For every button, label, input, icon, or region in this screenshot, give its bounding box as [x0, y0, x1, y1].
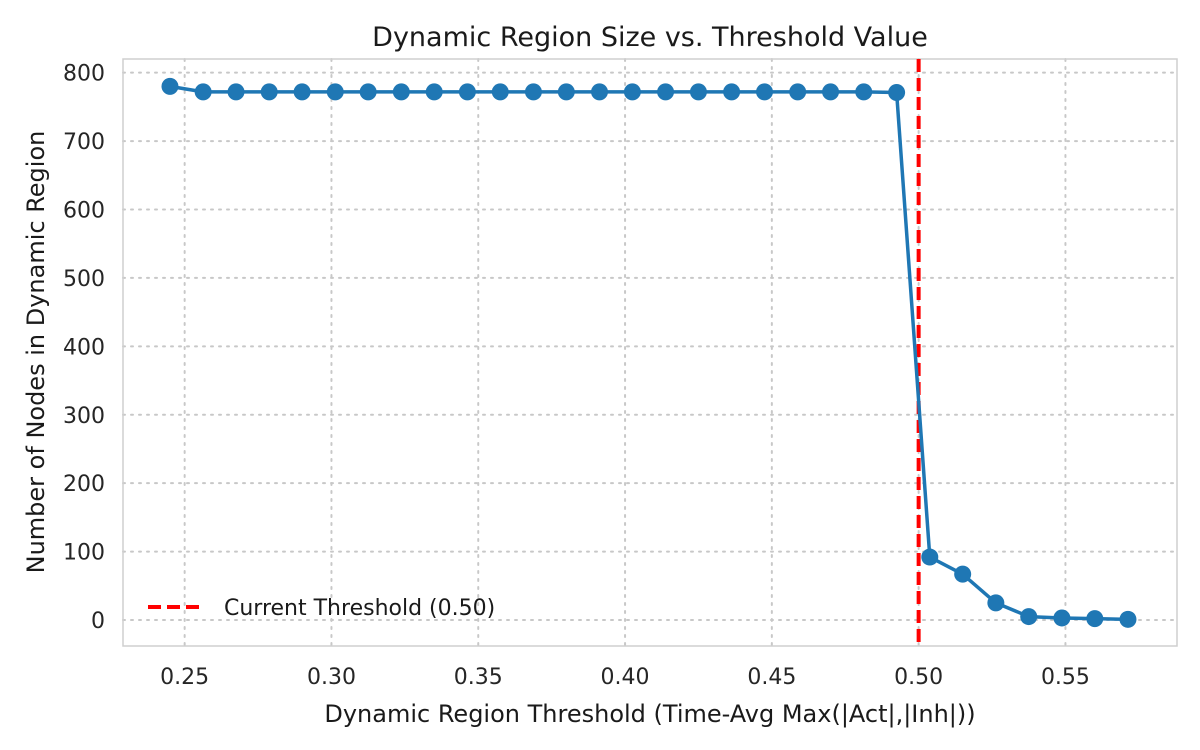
chart-title: Dynamic Region Size vs. Threshold Value [372, 22, 928, 53]
data-point [954, 565, 972, 583]
data-point [1086, 610, 1104, 628]
legend-label-current-threshold: Current Threshold (0.50) [224, 596, 495, 621]
data-point [855, 83, 873, 101]
data-point [822, 83, 840, 101]
data-point [921, 548, 939, 566]
y-tick-label: 600 [63, 199, 105, 224]
y-tick-label: 400 [63, 335, 105, 360]
data-point [425, 83, 443, 101]
data-point [161, 77, 179, 95]
x-tick-label: 0.55 [1041, 665, 1090, 690]
data-series [161, 77, 1137, 628]
data-point [623, 83, 641, 101]
grid [122, 58, 1178, 647]
plot-frame [122, 58, 1178, 647]
y-tick-label: 700 [63, 130, 105, 155]
data-point [524, 83, 542, 101]
x-tick-label: 0.35 [454, 665, 503, 690]
y-tick-label: 300 [63, 404, 105, 429]
y-axis-title: Number of Nodes in Dynamic Region [22, 131, 50, 574]
data-point [557, 83, 575, 101]
data-point [756, 83, 774, 101]
y-tick-label: 100 [63, 541, 105, 566]
data-point [1020, 608, 1038, 626]
data-point [789, 83, 807, 101]
data-point [359, 83, 377, 101]
data-point [458, 83, 476, 101]
data-point [326, 83, 344, 101]
data-point [723, 83, 741, 101]
x-tick-label: 0.40 [601, 665, 650, 690]
data-point [1119, 610, 1137, 628]
series-line [168, 84, 1130, 622]
data-point [194, 83, 212, 101]
x-tick-label: 0.25 [160, 665, 209, 690]
tick-labels: 0.25 0.30 0.35 0.40 0.45 0.50 0.55 0 100 200 300 40… [63, 62, 1090, 690]
data-point [392, 83, 410, 101]
x-tick-label: 0.50 [894, 665, 943, 690]
data-point [260, 83, 278, 101]
data-point [689, 83, 707, 101]
legend: Current Threshold (0.50) [148, 596, 495, 621]
data-point [1053, 609, 1071, 627]
data-point [591, 83, 609, 101]
x-tick-label: 0.45 [747, 665, 796, 690]
y-tick-label: 500 [63, 267, 105, 292]
y-tick-label: 0 [91, 609, 105, 634]
x-axis-title: Dynamic Region Threshold (Time-Avg Max(|… [324, 700, 975, 728]
data-point [491, 83, 509, 101]
y-tick-label: 200 [63, 472, 105, 497]
data-point [293, 83, 311, 101]
data-point [987, 594, 1005, 612]
data-point [888, 84, 906, 102]
data-point [227, 83, 245, 101]
x-tick-label: 0.30 [307, 665, 356, 690]
data-point [657, 83, 675, 101]
y-tick-label: 800 [63, 62, 105, 87]
